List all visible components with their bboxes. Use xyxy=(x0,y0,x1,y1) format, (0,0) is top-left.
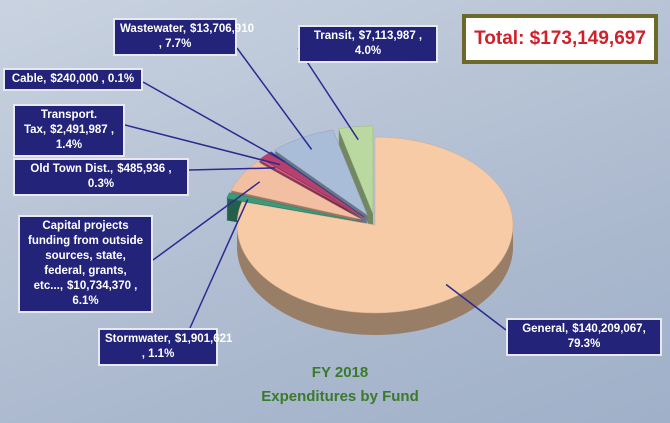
leader-line xyxy=(297,47,359,141)
chart-title: FY 2018 xyxy=(311,364,369,381)
value-label: $7,113,987 , 4.0% xyxy=(354,30,423,57)
slice xyxy=(236,136,514,314)
slice xyxy=(230,161,362,220)
category-label: Old Town Dist., xyxy=(30,163,114,175)
category-label: Cable, xyxy=(11,73,47,85)
value-label: $140,209,067, 79.3% xyxy=(567,323,646,350)
category-label: General, xyxy=(522,323,569,335)
category-label: Transit, xyxy=(313,30,355,42)
category-label: Wastewater, xyxy=(120,23,187,35)
slice-side xyxy=(258,160,364,220)
leader-line xyxy=(142,81,286,163)
value-label: $1,901,621 , 1.1% xyxy=(141,333,233,360)
category-label: Stormwater, xyxy=(105,333,171,345)
data-label: Transit, $7,113,987 , 4.0% xyxy=(298,25,438,63)
leader-line xyxy=(445,283,507,331)
data-label: Capital projects funding from outside so… xyxy=(18,215,153,313)
leader-line xyxy=(124,124,281,166)
total-box: Total: $173,149,697 xyxy=(462,14,658,64)
data-label: General, $140,209,067, 79.3% xyxy=(506,318,662,356)
leader-line xyxy=(152,181,261,261)
slice xyxy=(338,125,374,214)
data-label: Transport. Tax, $2,491,987 , 1.4% xyxy=(13,104,125,157)
category-label: Transport. Tax, xyxy=(23,109,98,136)
data-label: Cable, $240,000 , 0.1% xyxy=(3,68,143,91)
data-label: Old Town Dist., $485,936 , 0.3% xyxy=(13,158,189,196)
pie xyxy=(226,125,514,336)
slice xyxy=(273,129,368,216)
leader-line xyxy=(188,167,276,171)
slice xyxy=(226,192,360,222)
leader-line xyxy=(189,199,249,329)
category-label: Capital projects funding from outside so… xyxy=(28,220,143,292)
value-label: $2,491,987 , 1.4% xyxy=(50,124,115,151)
value-label: $485,936 , 0.3% xyxy=(87,163,172,190)
data-label: Wastewater, $13,706,910 , 7.7% xyxy=(113,18,254,56)
leader-line xyxy=(236,47,313,150)
value-label: $240,000 , 0.1% xyxy=(50,73,135,85)
value-label: $10,734,370 , 6.1% xyxy=(67,280,138,307)
chart-subtitle: Expenditures by Fund xyxy=(261,388,419,405)
value-label: $13,706,910 , 7.7% xyxy=(158,23,254,50)
data-label: Stormwater, $1,901,621 , 1.1% xyxy=(98,328,232,366)
slice xyxy=(269,151,365,217)
